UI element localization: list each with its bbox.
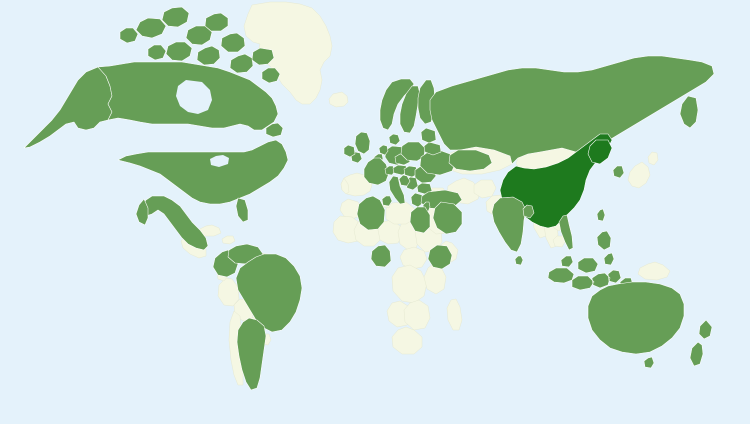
- country-brazil[interactable]: [236, 254, 302, 332]
- country-russia[interactable]: [430, 56, 714, 164]
- country-india[interactable]: [492, 197, 526, 252]
- country-philippines[interactable]: [597, 231, 614, 265]
- country-bangladesh[interactable]: [523, 205, 534, 218]
- country-central-african-republic[interactable]: [399, 246, 428, 270]
- russia-kamchatka[interactable]: [680, 96, 698, 128]
- country-italy[interactable]: [382, 176, 405, 206]
- hudson-bay: [176, 80, 212, 114]
- country-south-africa[interactable]: [391, 326, 423, 355]
- usa-florida[interactable]: [236, 198, 248, 222]
- country-croatia[interactable]: [399, 175, 410, 186]
- country-vietnam[interactable]: [559, 215, 573, 250]
- country-malaysia[interactable]: [561, 256, 598, 273]
- country-switzerland[interactable]: [385, 166, 395, 175]
- canada-newfoundland[interactable]: [266, 123, 283, 137]
- country-afghanistan[interactable]: [473, 179, 497, 199]
- country-south-korea[interactable]: [613, 166, 624, 178]
- country-new-zealand[interactable]: [690, 320, 712, 366]
- mexico-baja[interactable]: [136, 199, 148, 225]
- great-lakes: [210, 155, 229, 167]
- country-portugal[interactable]: [340, 177, 350, 195]
- country-indonesia[interactable]: [548, 268, 633, 290]
- country-denmark[interactable]: [389, 134, 400, 145]
- china-northeast[interactable]: [588, 140, 612, 164]
- country-southern-africa-block[interactable]: [403, 299, 431, 331]
- country-kazakhstan[interactable]: [449, 150, 492, 171]
- country-peru[interactable]: [217, 277, 240, 307]
- canada-arctic-islands[interactable]: [120, 7, 280, 83]
- country-poland[interactable]: [401, 142, 425, 161]
- country-nigeria[interactable]: [371, 245, 391, 267]
- country-argentina[interactable]: [237, 318, 266, 390]
- highlighted-countries-layer: [24, 7, 714, 390]
- country-france[interactable]: [364, 158, 389, 185]
- baltic-states[interactable]: [421, 128, 436, 143]
- country-ethiopia[interactable]: [428, 245, 452, 269]
- country-sri-lanka[interactable]: [515, 256, 523, 265]
- country-united-states[interactable]: [118, 140, 288, 204]
- country-greenland[interactable]: [243, 1, 333, 105]
- australia-tasmania[interactable]: [644, 357, 654, 368]
- country-hispaniola[interactable]: [221, 235, 236, 245]
- country-taiwan[interactable]: [597, 209, 605, 221]
- country-papua-new-guinea[interactable]: [637, 261, 671, 281]
- country-ukraine[interactable]: [420, 150, 456, 175]
- country-mauritania[interactable]: [332, 215, 363, 244]
- country-australia[interactable]: [588, 282, 684, 354]
- country-belarus[interactable]: [424, 142, 441, 155]
- country-madagascar[interactable]: [446, 298, 463, 331]
- country-drc[interactable]: [391, 264, 428, 304]
- country-egypt[interactable]: [410, 207, 430, 233]
- country-japan[interactable]: [627, 151, 659, 189]
- country-algeria[interactable]: [357, 196, 385, 230]
- country-iceland[interactable]: [328, 91, 349, 108]
- country-norway[interactable]: [380, 79, 414, 130]
- country-libya[interactable]: [385, 201, 415, 225]
- country-saudi-arabia[interactable]: [433, 202, 462, 234]
- country-austria[interactable]: [393, 165, 408, 175]
- country-netherlands[interactable]: [379, 145, 388, 155]
- country-ireland[interactable]: [344, 145, 355, 157]
- country-hungary[interactable]: [404, 166, 418, 177]
